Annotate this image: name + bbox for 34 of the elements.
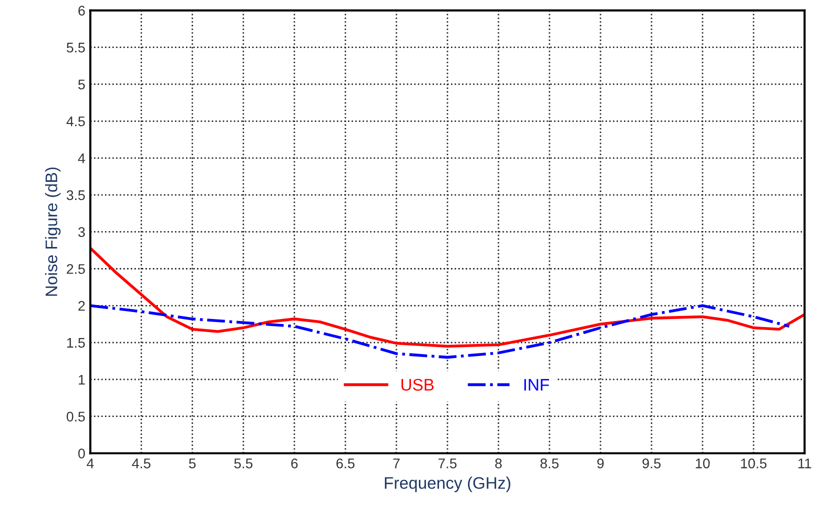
- x-tick-label: 10: [696, 458, 710, 468]
- y-tick-label: 6: [78, 6, 85, 16]
- x-tick-label: 7.5: [438, 458, 457, 468]
- x-axis-title: Frequency (GHz): [384, 476, 510, 492]
- x-tick-label: 4: [86, 458, 94, 468]
- y-tick-label: 1: [78, 374, 85, 384]
- y-tick-label: 3: [78, 227, 85, 238]
- y-tick-label: 4.5: [66, 116, 85, 126]
- y-tick-label: 1.5: [67, 338, 85, 348]
- legend-label: INF: [524, 379, 550, 391]
- line-series: [90, 246, 805, 348]
- line-series: [90, 304, 791, 359]
- x-tick-label: 5.5: [234, 458, 252, 468]
- x-tick-label: 11: [798, 458, 812, 468]
- y-tick-label: 2.5: [66, 264, 85, 274]
- x-tick-label: 5: [189, 458, 196, 468]
- y-axis-title: Noise Figure (dB): [45, 168, 61, 296]
- y-tick-label: 3.5: [66, 190, 85, 200]
- x-tick-label: 8.5: [540, 458, 559, 468]
- y-tick-label: 4: [78, 154, 86, 164]
- x-tick-label: 7: [393, 458, 400, 468]
- x-tick-label: 6: [291, 458, 298, 468]
- y-tick-label: 0.5: [66, 412, 85, 422]
- x-tick-label: 4.5: [132, 458, 150, 468]
- x-tick-label: 9: [597, 458, 604, 468]
- x-tick-label: 10.5: [741, 458, 766, 468]
- y-tick-label: 2: [78, 300, 85, 311]
- x-tick-label: 9.5: [642, 458, 661, 468]
- x-tick-label: 6.5: [336, 458, 354, 468]
- y-tick-label: 0: [78, 448, 85, 458]
- legend-label: USB: [402, 378, 434, 391]
- y-tick-label: 5.5: [66, 42, 85, 52]
- y-tick-label: 5: [78, 80, 85, 90]
- x-tick-label: 8: [495, 458, 502, 468]
